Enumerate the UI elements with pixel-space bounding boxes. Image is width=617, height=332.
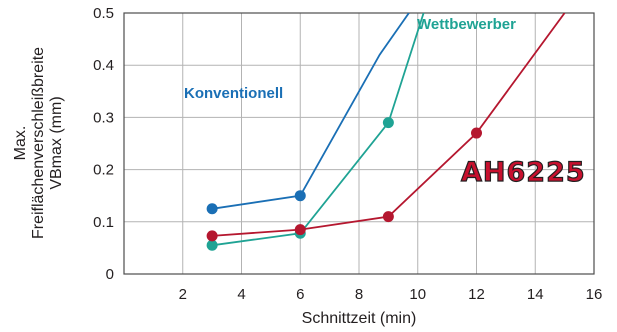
y-axis-title-line-3: VBmax (mm) bbox=[48, 96, 65, 189]
x-tick-label: 14 bbox=[527, 286, 544, 303]
y-tick-label: 0.1 bbox=[93, 214, 114, 231]
y-tick-label: 0.4 bbox=[93, 57, 114, 74]
x-tick-label: 16 bbox=[586, 286, 603, 303]
axes bbox=[123, 12, 595, 275]
y-tick-label: 0.5 bbox=[93, 5, 114, 22]
series-label-konventionell: Konventionell bbox=[184, 85, 283, 102]
plot-frame bbox=[123, 12, 595, 275]
series-label-ah6225-logo: AH6225 bbox=[461, 157, 586, 188]
series bbox=[206, 13, 566, 251]
data-point-konventionell bbox=[206, 203, 218, 215]
y-tick-label: 0.2 bbox=[93, 162, 114, 179]
x-tick-label: 4 bbox=[237, 286, 245, 303]
data-point-ah6225 bbox=[206, 230, 218, 242]
y-tick-label: 0.3 bbox=[93, 109, 114, 126]
data-point-ah6225 bbox=[382, 211, 394, 223]
x-tick-label: 6 bbox=[296, 286, 304, 303]
x-tick-label: 10 bbox=[409, 286, 426, 303]
y-axis-title-line-2: Freiflächenverschleißbreite bbox=[30, 47, 47, 239]
x-tick-label: 12 bbox=[468, 286, 485, 303]
x-axis-title: Schnittzeit (min) bbox=[302, 310, 417, 327]
y-tick-label: 0 bbox=[106, 266, 114, 283]
x-tick-label: 2 bbox=[179, 286, 187, 303]
data-point-wettbewerber bbox=[382, 117, 394, 129]
series-konventionell bbox=[206, 13, 410, 215]
y-axis-title-line-1: Max. bbox=[12, 126, 29, 161]
x-tick-label: 8 bbox=[355, 286, 363, 303]
series-line-wettbewerber bbox=[211, 13, 425, 247]
series-line-konventionell bbox=[211, 13, 410, 210]
grid bbox=[124, 12, 594, 274]
tick-labels: 0 0.1 0.2 0.3 0.4 0.5 2 4 6 8 10 12 14 16 bbox=[93, 5, 602, 303]
data-point-ah6225 bbox=[294, 224, 306, 236]
data-point-konventionell bbox=[294, 190, 306, 202]
y-axis-title: Max. Freiflächenverschleißbreite VBmax (… bbox=[12, 47, 65, 239]
series-label-wettbewerber: Wettbewerber bbox=[417, 16, 516, 33]
data-point-ah6225 bbox=[471, 127, 482, 139]
series-ah6225 bbox=[206, 13, 566, 242]
data-point-wettbewerber bbox=[206, 239, 218, 251]
